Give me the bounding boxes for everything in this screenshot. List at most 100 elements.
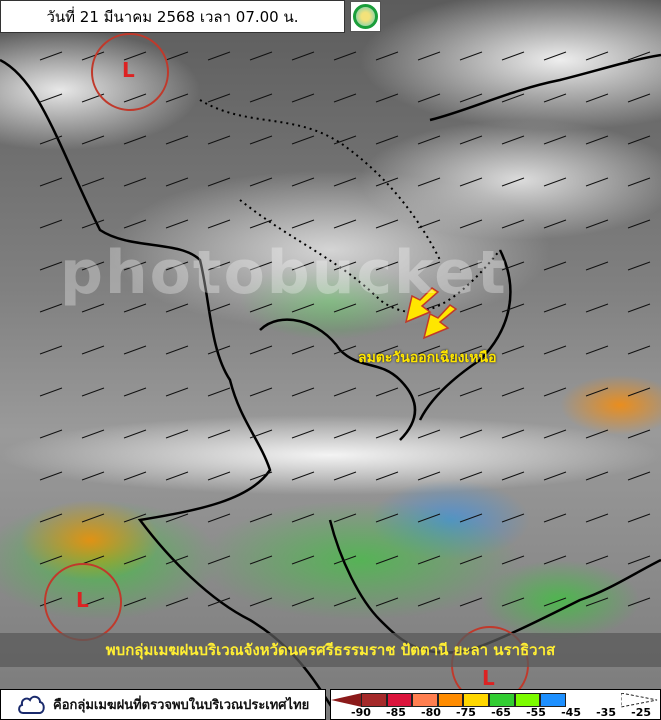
wind-barb — [417, 555, 441, 565]
wind-barb — [417, 597, 441, 607]
wind-barb — [81, 303, 105, 313]
wind-barb — [81, 177, 105, 187]
wind-barb — [543, 51, 567, 61]
wind-barb — [207, 471, 231, 481]
wind-barb — [585, 93, 609, 103]
tmd-logo — [350, 1, 381, 32]
colorbar-tick: -75 — [456, 706, 476, 719]
wind-barb — [459, 51, 483, 61]
swatch — [412, 693, 438, 707]
wind-barb — [375, 303, 399, 313]
wind-barb — [375, 471, 399, 481]
low-pressure-mark: L — [76, 588, 89, 612]
wind-barb — [501, 555, 525, 565]
wind-barb — [123, 261, 147, 271]
wind-barb — [459, 555, 483, 565]
wind-barb — [207, 93, 231, 103]
wind-barb — [585, 345, 609, 355]
wind-barb — [585, 387, 609, 397]
wind-barb — [333, 387, 357, 397]
wind-barb — [375, 51, 399, 61]
wind-barb — [81, 471, 105, 481]
wind-barb — [501, 471, 525, 481]
wind-barb — [333, 261, 357, 271]
wind-barb — [207, 345, 231, 355]
wind-barb — [81, 429, 105, 439]
wind-barb — [417, 219, 441, 229]
wind-barb — [249, 177, 273, 187]
wind-barb — [417, 261, 441, 271]
wind-direction-arrows — [404, 287, 458, 340]
wind-barb — [543, 93, 567, 103]
wind-barb — [207, 261, 231, 271]
wind-barb — [627, 51, 651, 61]
swatch — [540, 693, 566, 707]
wind-barb — [627, 471, 651, 481]
wind-barb — [459, 429, 483, 439]
wind-barb — [291, 135, 315, 145]
wind-barb — [585, 555, 609, 565]
wind-barb — [39, 471, 63, 481]
wind-barb — [291, 513, 315, 523]
wind-barb — [333, 303, 357, 313]
wind-barb — [375, 261, 399, 271]
wind-barb — [585, 177, 609, 187]
wind-barb — [375, 219, 399, 229]
wind-barb — [627, 597, 651, 607]
colorbar-tick: -35 — [596, 706, 616, 719]
wind-barb — [165, 135, 189, 145]
wind-barb — [39, 597, 63, 607]
wind-barb — [165, 471, 189, 481]
coastlines — [0, 53, 661, 720]
wind-barb — [627, 261, 651, 271]
banner-text: พบกลุ่มเมฆฝนบริเวณจังหวัดนครศรีธรรมราช ป… — [105, 641, 556, 659]
wind-barb — [501, 387, 525, 397]
wind-barb — [459, 219, 483, 229]
low-pressure-mark: L — [482, 666, 495, 690]
wind-barb — [39, 303, 63, 313]
wind-barb — [207, 513, 231, 523]
wind-barb — [333, 219, 357, 229]
wind-barb — [375, 93, 399, 103]
wind-barb — [627, 387, 651, 397]
wind-barb — [543, 513, 567, 523]
wind-barb — [459, 471, 483, 481]
wind-barb — [81, 555, 105, 565]
colorbar-tick: -90 — [351, 706, 371, 719]
wind-barb — [39, 135, 63, 145]
wind-barb — [627, 303, 651, 313]
wind-barb — [291, 345, 315, 355]
wind-barb — [81, 135, 105, 145]
colorbar-low-end — [331, 693, 362, 707]
wind-barb — [165, 597, 189, 607]
rain-notice-banner: พบกลุ่มเมฆฝนบริเวณจังหวัดนครศรีธรรมราช ป… — [0, 633, 661, 667]
wind-barb — [291, 471, 315, 481]
wind-barb — [249, 51, 273, 61]
wind-barb — [207, 429, 231, 439]
wind-barb — [165, 429, 189, 439]
wind-barb — [291, 303, 315, 313]
wind-barb — [249, 345, 273, 355]
wind-barb — [375, 177, 399, 187]
wind-barb — [585, 135, 609, 145]
cloud-legend: คือกลุ่มเมฆฝนที่ตรวจพบในบริเวณประเทศไทย — [0, 689, 326, 720]
wind-barb — [585, 51, 609, 61]
wind-barb — [543, 555, 567, 565]
swatch — [361, 693, 387, 707]
low-pressure-circles — [44, 33, 529, 704]
wind-label: ลมตะวันออกเฉียงเหนือ — [358, 350, 497, 366]
wind-barb — [501, 345, 525, 355]
wind-barb — [123, 135, 147, 145]
wind-barb — [333, 597, 357, 607]
wind-barb — [627, 555, 651, 565]
wind-barb — [207, 51, 231, 61]
swatch — [463, 693, 489, 707]
swatch — [514, 693, 541, 707]
wind-barb — [459, 597, 483, 607]
wind-barb — [543, 429, 567, 439]
wind-barb — [39, 429, 63, 439]
wind-barbs — [39, 51, 651, 607]
wind-barb — [249, 219, 273, 229]
wind-barb — [417, 93, 441, 103]
